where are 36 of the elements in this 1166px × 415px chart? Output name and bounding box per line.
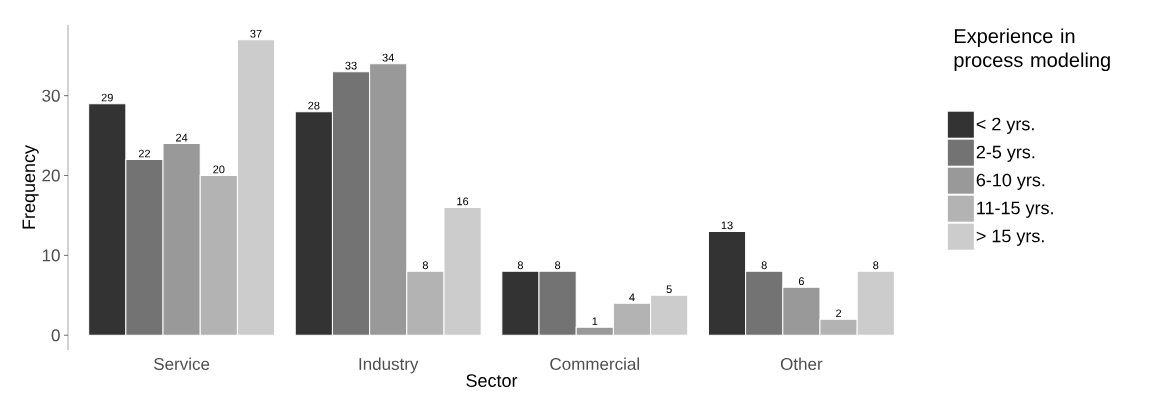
data-label: 20: [213, 165, 225, 174]
data-label: 1: [592, 317, 598, 326]
x-tick-label: Commercial: [550, 357, 639, 371]
y-axis-title: Frequency: [22, 145, 39, 229]
data-label: 29: [101, 93, 113, 102]
data-label: 24: [176, 133, 188, 142]
legend-label: 6-10 yrs.: [976, 173, 1045, 190]
y-tick-label: 20: [42, 169, 60, 182]
data-label: 34: [382, 53, 394, 62]
y-tick-label: 30: [42, 89, 60, 102]
legend-label: 2-5 yrs.: [976, 145, 1035, 162]
data-label: 4: [629, 293, 635, 302]
data-label: 37: [250, 29, 262, 38]
legend-label: > 15 yrs.: [976, 229, 1044, 246]
legend-label: < 2 yrs.: [976, 117, 1034, 134]
x-axis-title: Sector: [466, 374, 518, 387]
data-label: 22: [138, 149, 151, 158]
data-label: 8: [873, 261, 879, 270]
x-tick-label: Other: [780, 357, 823, 371]
data-label: 13: [721, 221, 733, 230]
data-label: 33: [345, 61, 357, 70]
data-label: 2: [836, 309, 842, 318]
legend-title: Experience in process modeling: [954, 28, 1110, 72]
data-label: 28: [308, 101, 320, 110]
data-label: 8: [422, 261, 428, 270]
y-tick-label: 10: [42, 249, 60, 262]
data-label: 6: [798, 277, 804, 286]
data-label: 8: [555, 261, 561, 270]
y-tick-label: 0: [51, 329, 60, 342]
data-label: 5: [666, 285, 672, 294]
x-tick-label: Industry: [359, 357, 419, 374]
legend-label: 11-15 yrs.: [977, 201, 1053, 218]
data-label: 8: [517, 261, 523, 270]
data-label: 16: [457, 197, 469, 206]
data-label: 8: [761, 261, 767, 270]
x-tick-label: Service: [154, 357, 210, 371]
